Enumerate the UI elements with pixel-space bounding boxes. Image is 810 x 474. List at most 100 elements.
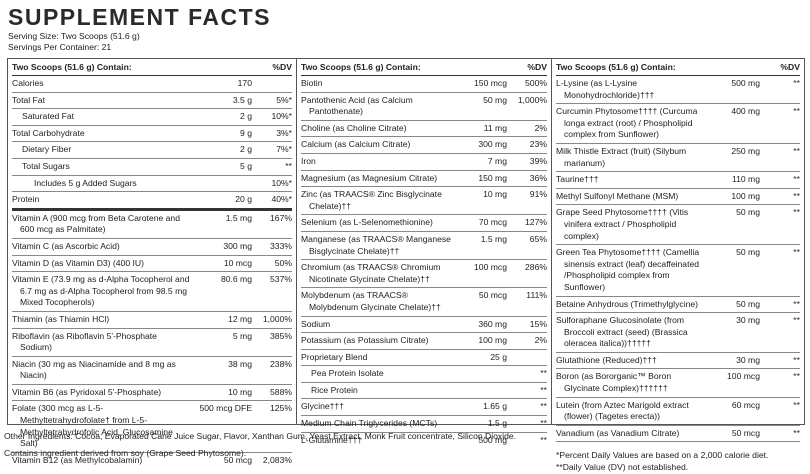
daily-value: ** — [793, 106, 800, 117]
nutrient-row: Taurine††† 110 mg ** — [556, 172, 800, 189]
servings-per-container: Servings Per Container: 21 — [8, 42, 112, 52]
amount: 500 mg — [731, 78, 760, 88]
amount: 7 mg — [487, 155, 507, 166]
nutrient-name: Niacin (30 mg as Niacinamide and 8 mg as… — [12, 358, 176, 381]
nutrient-row: Riboflavin (as Riboflavin 5'-Phosphate S… — [12, 329, 292, 357]
amount: 100 mg — [731, 190, 760, 201]
nutrient-row: Grape Seed Phytosome†††† (Vitis vinifera… — [556, 205, 800, 246]
nutrient-name: Magnesium (as Magnesium Citrate) — [301, 172, 438, 183]
daily-value: ** — [793, 78, 800, 88]
amount: 9 g — [240, 127, 252, 138]
nutrient-row: Folate (300 mcg as L-5-Methyltetrahydrof… — [12, 401, 292, 453]
nutrient-name: Proprietary Blend — [301, 351, 368, 362]
daily-value: 39% — [529, 155, 547, 166]
amount: 1.5 g — [487, 418, 507, 429]
amount: 5 mg — [232, 330, 252, 341]
nutrient-row: Lutein (from Aztec Marigold extract (flo… — [556, 398, 800, 426]
nutrient-name: Molybdenum (as TRAACS® Molybdenum Glycin… — [301, 290, 441, 312]
daily-value: 7%* — [276, 144, 292, 155]
amount — [457, 368, 507, 380]
nutrient-row: Choline (as Choline Citrate) 11 mg 2% — [301, 121, 547, 138]
facts-column: Two Scoops (51.6 g) Contain: %DV Calories 1… — [8, 59, 297, 465]
daily-value: ** — [793, 207, 800, 218]
nutrient-row: L-Glutamine††† 500 mg ** — [301, 433, 547, 449]
column-header: Two Scoops (51.6 g) Contain: %DV — [12, 59, 292, 76]
nutrient-row: Proprietary Blend 25 g — [301, 350, 547, 367]
nutrient-name: Biotin — [301, 78, 323, 88]
nutrient-row: Glutathione (Reduced)††† 30 mg ** — [556, 353, 800, 370]
nutrient-name: Chromium (as TRAACS® Chromium Nicotinate… — [301, 262, 441, 284]
amount: 70 mcg — [478, 217, 507, 228]
nutrient-row: Medium Chain Triglycerides (MCTs) 1.5 g ** — [301, 416, 547, 433]
daily-value — [507, 352, 547, 364]
daily-value: ** — [793, 427, 800, 438]
amount: 11 mg — [483, 122, 507, 133]
serving-size: Serving Size: Two Scoops (51.6 g) — [8, 31, 140, 41]
nutrient-row: L-Lysine (as L-Lysine Monohydrochloride)… — [556, 76, 800, 105]
nutrient-row: Rice Protein ** — [301, 383, 547, 400]
daily-value: 537% — [270, 274, 292, 285]
header-label: Two Scoops (51.6 g) Contain: — [12, 62, 132, 72]
amount: 80.6 mg — [220, 274, 252, 285]
amount: 250 mg — [731, 145, 760, 156]
nutrient-row: Pantothenic Acid (as Calcium Pantothenat… — [301, 93, 547, 121]
amount: 10 mg — [483, 189, 507, 200]
daily-value: ** — [793, 145, 800, 156]
nutrient-row: Vitamin D (as Vitamin D3) (400 IU) 10 mcg… — [12, 256, 292, 273]
facts-column: Two Scoops (51.6 g) Contain: %DV L-Lysine … — [552, 59, 804, 472]
daily-value: 333% — [270, 240, 292, 251]
amount: 12 mg — [228, 313, 252, 324]
amount: 50 mg — [483, 94, 507, 105]
daily-value: 111% — [526, 290, 547, 301]
daily-value: 91% — [529, 189, 547, 200]
daily-value: 40%* — [271, 194, 292, 205]
daily-value: 1,000% — [517, 94, 547, 105]
nutrient-name: Taurine††† — [556, 174, 599, 185]
nutrient-row: Methyl Sulfonyl Methane (MSM) 100 mg ** — [556, 189, 800, 206]
amount: 360 mg — [478, 318, 507, 329]
other-ingredients: Other Ingredients: Cocoa, Evaporated Can… — [4, 431, 517, 441]
daily-value — [252, 78, 292, 90]
nutrient-name: Rice Protein — [311, 384, 358, 395]
amount: 150 mg — [478, 172, 507, 183]
nutrient-name: Folate (300 mcg as L-5-Methyltetrahydrof… — [12, 403, 173, 449]
daily-value: ** — [793, 298, 800, 309]
nutrient-name: Dietary Fiber — [22, 144, 72, 155]
amount: 150 mcg — [474, 78, 507, 88]
nutrient-row: Total Carbohydrate 9 g 3%* — [12, 126, 292, 143]
nutrient-name: Choline (as Choline Citrate) — [301, 122, 407, 133]
amount: 1.5 mg — [480, 233, 507, 244]
nutrient-name: L-Glutamine††† — [301, 434, 363, 445]
amount — [457, 385, 507, 397]
amount: 60 mcg — [731, 399, 760, 410]
nutrient-name: Medium Chain Triglycerides (MCTs) — [301, 418, 438, 429]
nutrient-row: Includes 5 g Added Sugars 10%* — [12, 176, 292, 193]
nutrient-row: Vitamin A (900 mcg from Beta Carotene an… — [12, 211, 292, 239]
nutrient-name: Vitamin B6 (as Pyridoxal 5'-Phosphate) — [12, 386, 162, 397]
nutrient-row: Sodium 360 mg 15% — [301, 317, 547, 334]
nutrient-name: Vanadium (as Vanadium Citrate) — [556, 427, 680, 438]
amount: 10 mcg — [223, 257, 252, 268]
daily-value: 127% — [525, 217, 547, 228]
amount: 3.5 g — [232, 94, 252, 105]
nutrient-row: Vitamin B6 (as Pyridoxal 5'-Phosphate) 10… — [12, 385, 292, 402]
nutrient-row: Betaine Anhydrous (Trimethylglycine) 50 m… — [556, 297, 800, 314]
nutrient-row: Sulforaphane Glucosinolate (from Broccol… — [556, 313, 800, 353]
daily-value: ** — [793, 399, 800, 410]
nutrient-name: Boron (as Bororganic™ Boron Glycinate Co… — [556, 371, 672, 394]
amount: 100 mcg — [727, 371, 760, 382]
amount: 500 mg — [478, 434, 507, 445]
amount: 20 g — [235, 194, 252, 205]
amount: 30 mg — [736, 315, 760, 326]
amount: 50 mg — [736, 247, 760, 258]
amount: 500 mcg DFE — [199, 403, 252, 414]
amount: 170 — [237, 78, 252, 88]
daily-value: 10%* — [271, 111, 292, 122]
nutrient-name: Total Carbohydrate — [12, 127, 85, 138]
nutrient-row: Boron (as Bororganic™ Boron Glycinate Co… — [556, 369, 800, 398]
daily-value: 238% — [270, 358, 292, 369]
amount: 100 mcg — [474, 262, 507, 273]
nutrient-name: Pantothenic Acid (as Calcium Pantothenat… — [301, 94, 413, 117]
nutrient-row: Total Sugars 5 g ** — [12, 159, 292, 176]
daily-value: 5%* — [276, 94, 292, 105]
